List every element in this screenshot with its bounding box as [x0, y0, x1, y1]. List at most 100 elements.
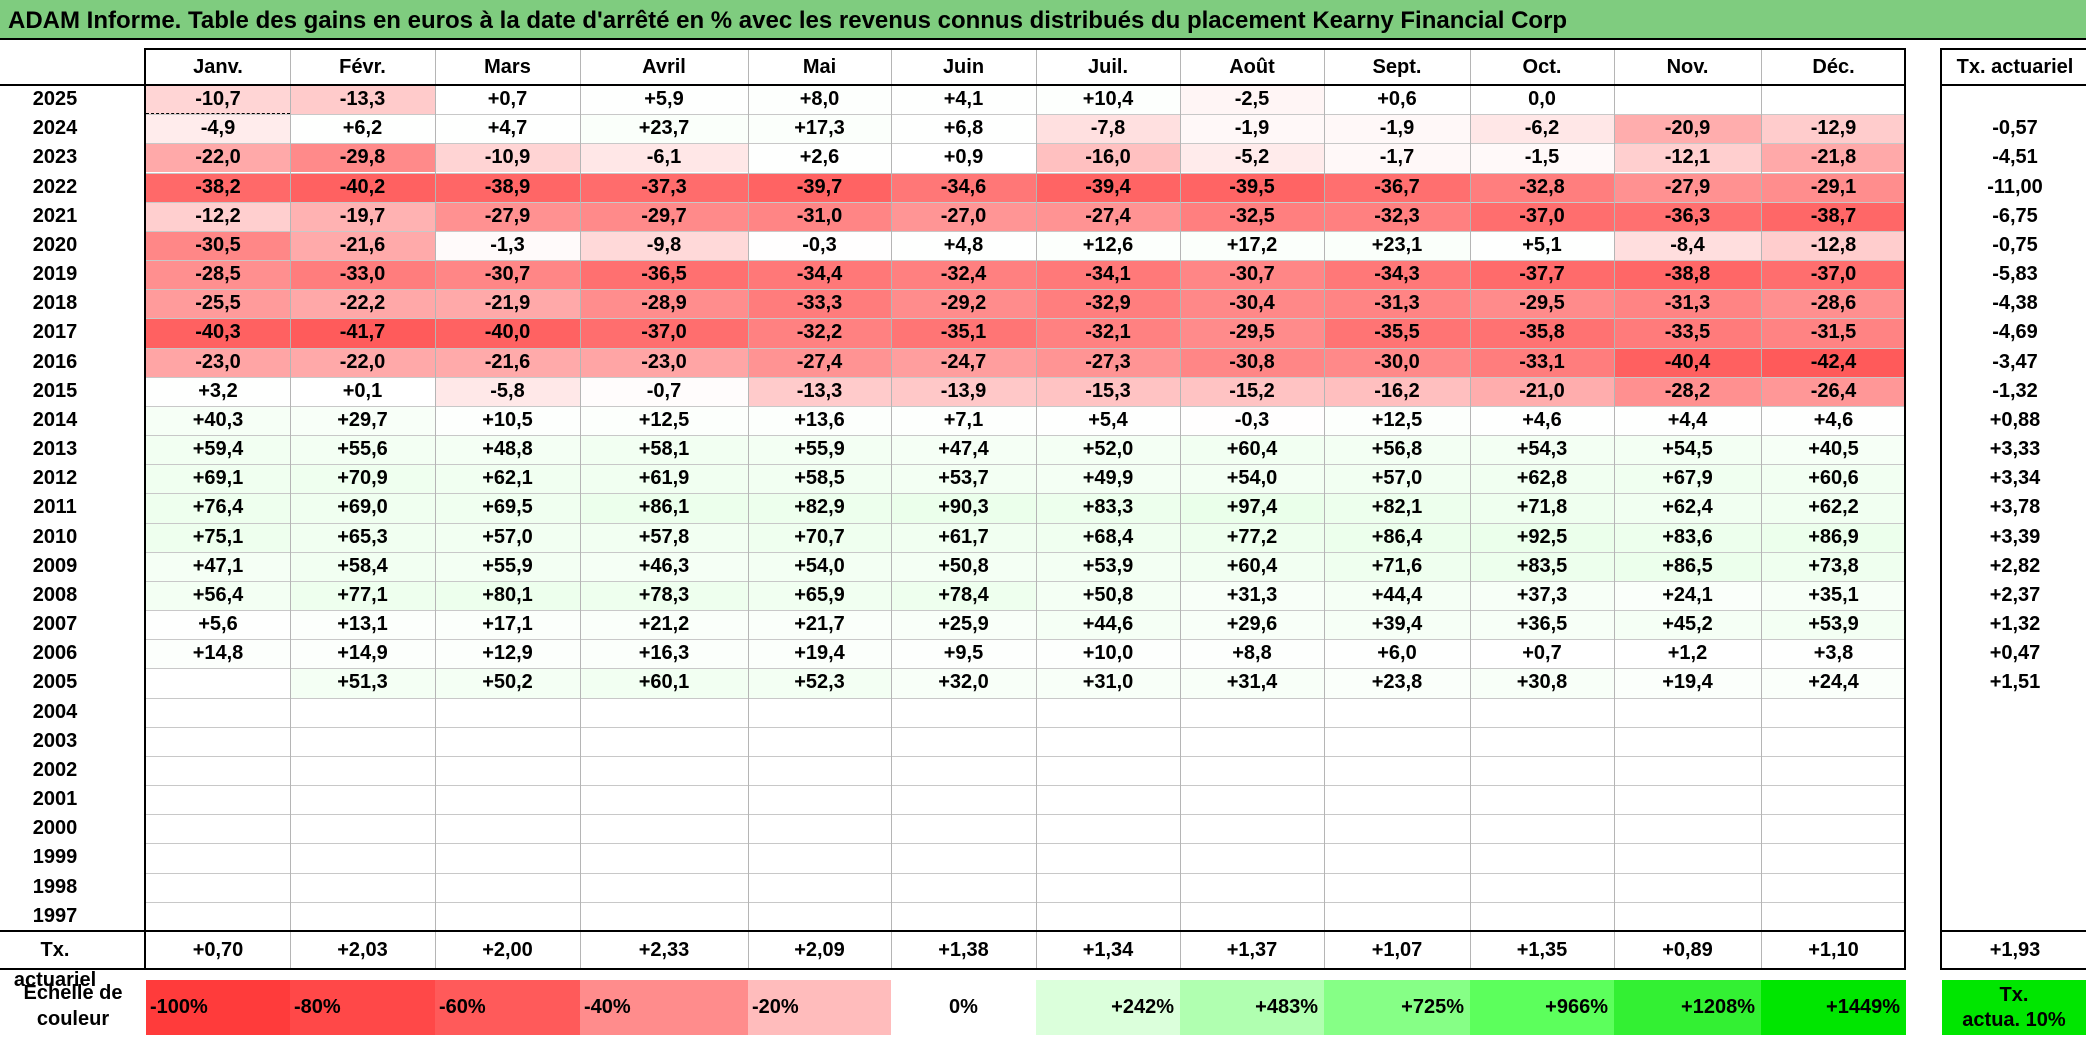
table-cell: +52,3 [748, 668, 891, 698]
month-header: Août [1229, 56, 1275, 78]
table-cell: -39,7 [748, 172, 891, 202]
row-divider [146, 843, 1906, 845]
table-cell [1761, 698, 1906, 727]
table-cell: -4,9 [146, 114, 290, 144]
table-cell [146, 873, 290, 902]
table-cell: -32,9 [1036, 289, 1180, 319]
row-rate [1944, 785, 2086, 814]
table-cell [748, 785, 891, 814]
month-header: Sept. [1372, 56, 1422, 78]
month-header: Déc. [1812, 56, 1855, 78]
row-divider [146, 464, 1906, 466]
year-label: 2009 [32, 554, 78, 577]
table-cell: +12,5 [580, 405, 748, 436]
year-label: 2015 [32, 379, 78, 402]
table-cell: -28,6 [1761, 289, 1906, 319]
table-cell [1470, 873, 1614, 902]
table-cell: -40,2 [290, 172, 435, 202]
table-cell [435, 843, 580, 872]
rate-scale-line1: Tx. [1999, 984, 2029, 1006]
table-cell [435, 785, 580, 814]
color-scale-label: Echelle de couleur [0, 980, 146, 1035]
table-cell: -1,5 [1470, 143, 1614, 173]
table-cell [1180, 873, 1324, 902]
table-cell: -34,1 [1036, 260, 1180, 290]
table-cell: -22,0 [146, 143, 290, 173]
table-cell: -30,5 [146, 230, 290, 260]
table-cell: -13,3 [748, 376, 891, 406]
table-cell: -31,5 [1761, 318, 1906, 348]
table-cell: -0,3 [1180, 405, 1324, 436]
table-cell: +57,8 [580, 522, 748, 552]
table-cell [146, 785, 290, 814]
table-cell: -21,0 [1470, 376, 1614, 406]
row-rate [1944, 698, 2086, 727]
table-cell: +50,8 [891, 551, 1036, 581]
table-cell: +83,3 [1036, 493, 1180, 523]
table-cell: +70,9 [290, 464, 435, 494]
table-cell: -29,8 [290, 143, 435, 173]
table-cell: -40,4 [1614, 347, 1761, 377]
table-cell: +13,6 [748, 405, 891, 436]
table-cell: +23,8 [1324, 668, 1470, 698]
table-cell [1470, 902, 1614, 931]
table-cell [1036, 756, 1180, 785]
row-rate: -1,32 [1992, 379, 2038, 402]
table-cell [1761, 756, 1906, 785]
table-cell: -26,4 [1761, 376, 1906, 406]
table-cell: +69,0 [290, 493, 435, 523]
table-cell: +14,8 [146, 639, 290, 669]
row-divider [146, 639, 1906, 641]
year-label: 2002 [32, 758, 78, 781]
year-label: 2018 [32, 292, 78, 315]
table-cell: +39,4 [1324, 610, 1470, 640]
table-cell: -39,5 [1180, 172, 1324, 202]
column-divider [1036, 48, 1037, 970]
row-rate: -6,75 [1992, 204, 2038, 227]
table-cell: +23,1 [1324, 230, 1470, 260]
year-label: 2000 [32, 817, 78, 840]
table-cell [1324, 873, 1470, 902]
table-cell [891, 814, 1036, 843]
row-rate [1944, 843, 2086, 872]
table-cell: -35,1 [891, 318, 1036, 348]
table-cell: +5,1 [1470, 230, 1614, 260]
row-divider [146, 405, 1906, 407]
table-cell: +13,1 [290, 610, 435, 640]
table-cell: -33,3 [748, 289, 891, 319]
row-divider [146, 814, 1906, 816]
table-cell [1036, 902, 1180, 931]
table-cell: -36,3 [1614, 201, 1761, 231]
row-rate: -4,51 [1992, 146, 2038, 169]
table-cell: +58,5 [748, 464, 891, 494]
table-cell [748, 698, 891, 727]
year-label: 1997 [32, 904, 78, 927]
table-cell: +44,6 [1036, 610, 1180, 640]
table-cell: -38,2 [146, 172, 290, 202]
table-cell [748, 756, 891, 785]
table-cell: +47,1 [146, 551, 290, 581]
table-cell [1036, 785, 1180, 814]
table-cell: +0,1 [290, 376, 435, 406]
table-cell: -20,9 [1614, 114, 1761, 144]
table-cell: +54,3 [1470, 435, 1614, 465]
table-cell [1180, 843, 1324, 872]
table-cell: +69,1 [146, 464, 290, 494]
table-cell: +73,8 [1761, 551, 1906, 581]
table-cell: +21,7 [748, 610, 891, 640]
summary-cell: +0,89 [1662, 939, 1713, 961]
table-cell: -8,4 [1614, 230, 1761, 260]
table-cell: +32,0 [891, 668, 1036, 698]
year-label: 2007 [32, 613, 78, 636]
month-header: Avril [642, 56, 686, 78]
table-cell: -38,8 [1614, 260, 1761, 290]
table-cell: +53,7 [891, 464, 1036, 494]
table-cell: +62,4 [1614, 493, 1761, 523]
table-cell: +12,6 [1036, 230, 1180, 260]
summary-cell: +1,10 [1808, 939, 1859, 961]
table-cell [435, 814, 580, 843]
row-divider [146, 697, 1906, 699]
scale-step: +966% [1470, 980, 1614, 1035]
table-cell: +57,0 [1324, 464, 1470, 494]
table-cell: -33,1 [1470, 347, 1614, 377]
